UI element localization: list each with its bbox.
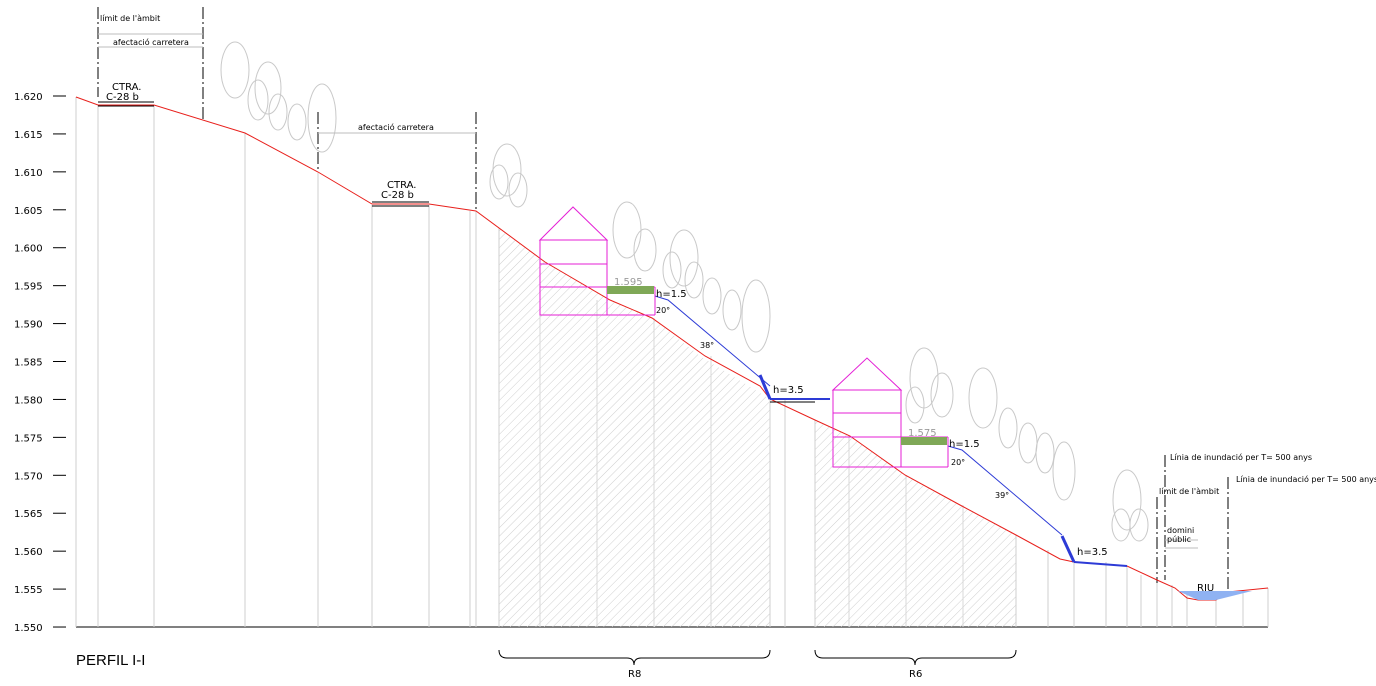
axis-tick-label: 1.565 — [14, 509, 43, 520]
road-label-2-line1: CTRA. — [387, 180, 416, 191]
elevation-axis: 1.620 1.615 1.610 1.605 1.600 1.595 1.590 1.585… — [14, 92, 66, 634]
river-label: RIU — [1197, 583, 1214, 594]
axis-tick-label: 1.590 — [14, 320, 43, 331]
axis-tick-label: 1.570 — [14, 471, 43, 482]
height-label-2: h=3.5 — [773, 385, 804, 396]
zone-inner-lines — [539, 262, 964, 627]
flood-line-label-1: Línia de inundació per T= 500 anys — [1170, 452, 1312, 462]
height-label-3: h=1.5 — [949, 439, 980, 450]
axis-tick-label: 1.595 — [14, 282, 43, 293]
axis-tick-label: 1.560 — [14, 547, 43, 558]
angle-label-1b: 38° — [700, 341, 714, 350]
hatch-zone-r8 — [499, 228, 770, 627]
axis-tick-label: 1.605 — [14, 206, 43, 217]
height-label-1: h=1.5 — [656, 289, 687, 300]
domini-label-2: públic — [1167, 535, 1191, 544]
limit-lines — [97, 7, 1229, 595]
axis-tick-label: 1.555 — [14, 585, 43, 596]
river-water — [1178, 591, 1252, 600]
axis-tick-label: 1.580 — [14, 395, 43, 406]
road-label-1-line2: C-28 b — [106, 92, 139, 103]
zone-label-r6: R6 — [909, 669, 922, 680]
profile-title: PERFIL I-I — [76, 652, 145, 669]
height-label-4: h=3.5 — [1077, 547, 1108, 558]
slope-lines — [654, 295, 1128, 567]
axis-tick-label: 1.585 — [14, 358, 43, 369]
axis-tick-label: 1.610 — [14, 168, 43, 179]
axis-tick-label: 1.615 — [14, 130, 43, 141]
axis-tick-label: 1.600 — [14, 244, 43, 255]
angle-label-2a: 20° — [951, 458, 965, 467]
afectacio-label-2: afectació carretera — [358, 122, 434, 132]
limit-ambit-label-1: límit de l'àmbit — [100, 14, 160, 23]
flood-line-label-2: Línia de inundació per T= 500 anys — [1236, 474, 1376, 484]
zone-brackets — [498, 649, 1017, 666]
road-label-1-line1: CTRA. — [112, 82, 141, 93]
afectacio-label-1: afectació carretera — [113, 37, 189, 47]
angle-label-2b: 39° — [995, 491, 1009, 500]
level-label-1: 1.595 — [614, 277, 643, 288]
limit-ambit-label-2: límit de l'àmbit — [1159, 487, 1219, 496]
level-label-2: 1.575 — [908, 428, 937, 439]
zone-label-r8: R8 — [628, 669, 641, 680]
angle-label-1a: 20° — [656, 306, 670, 315]
axis-tick-label: 1.550 — [14, 623, 43, 634]
axis-tick-label: 1.620 — [14, 92, 43, 103]
road-surfaces — [98, 101, 429, 207]
axis-tick-label: 1.575 — [14, 433, 43, 444]
road-label-2-line2: C-28 b — [381, 190, 414, 201]
trees — [220, 41, 1149, 542]
domini-label-1: domini — [1167, 526, 1194, 535]
green-terrace-1 — [607, 286, 654, 294]
hatch-zone-r6 — [815, 420, 1016, 627]
green-terrace-2 — [901, 437, 947, 445]
annotation-leaders — [98, 33, 1198, 549]
